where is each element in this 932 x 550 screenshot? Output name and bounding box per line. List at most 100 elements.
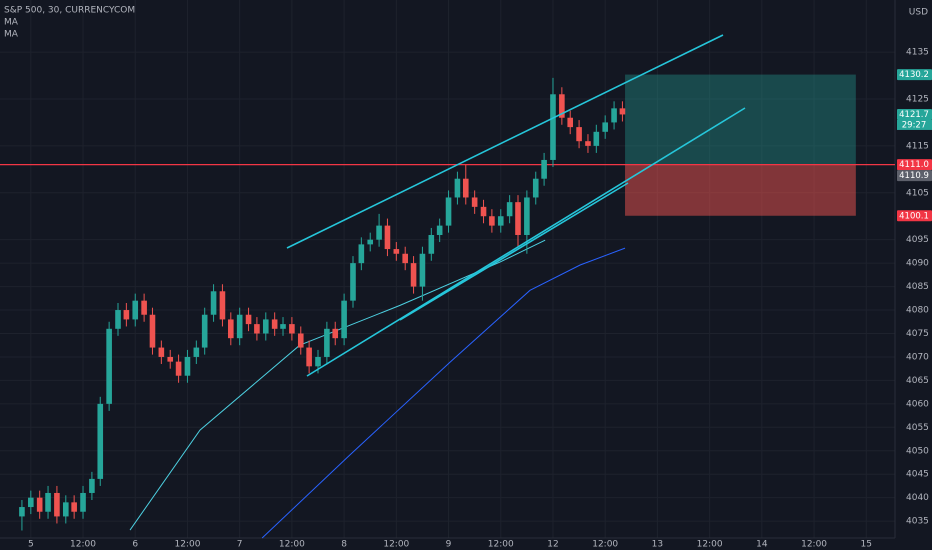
x-tick-label: 7 — [237, 540, 243, 550]
candle-body — [602, 122, 608, 132]
y-tick-label: 4095 — [906, 235, 929, 245]
candle-body — [193, 347, 200, 357]
candle-body — [585, 141, 591, 146]
candle-body — [480, 206, 487, 217]
candle-body — [297, 333, 304, 348]
y-tick-label: 4065 — [906, 376, 929, 386]
candle-body — [445, 197, 452, 226]
y-tick-label: 4035 — [906, 517, 929, 527]
candle-body — [419, 253, 426, 287]
y-tick-label: 4050 — [906, 446, 929, 456]
candle-body — [324, 328, 330, 357]
candle-body — [410, 263, 417, 287]
candle-body — [54, 492, 60, 517]
x-tick-label: 15 — [861, 540, 872, 550]
y-tick-label: 4040 — [906, 493, 929, 503]
candle-body — [436, 225, 443, 235]
y-tick-label: 4115 — [906, 141, 929, 151]
x-tick-label: 12 — [547, 540, 558, 550]
candle-body — [619, 108, 626, 115]
candle-body — [254, 324, 260, 334]
candle-body — [428, 234, 435, 254]
x-tick-label: 12:00 — [592, 540, 618, 550]
candle-body — [236, 314, 243, 339]
candle-body — [289, 324, 295, 334]
candle-body — [141, 300, 147, 315]
symbol-title: S&P 500, 30, CURRENCYCOM — [4, 6, 135, 16]
price-label-box — [897, 170, 932, 182]
candle-body — [611, 108, 617, 123]
candle-body — [71, 502, 77, 512]
x-tick-label: 8 — [341, 540, 347, 550]
y-tick-label: 4055 — [906, 423, 929, 433]
candle-body — [376, 225, 382, 240]
moving-average — [261, 247, 626, 539]
candle-body — [115, 310, 121, 329]
candle-body — [149, 314, 156, 348]
y-tick-label: 4080 — [906, 306, 929, 316]
candle-body — [506, 202, 513, 217]
indicator-label: MA — [4, 30, 19, 40]
candle-body — [123, 310, 130, 320]
candle-body — [515, 202, 521, 235]
candle-body — [402, 253, 409, 264]
candle-body — [541, 159, 547, 179]
price-label: 4110.9 — [899, 171, 929, 181]
x-tick-label: 13 — [652, 540, 663, 550]
countdown-box — [897, 119, 932, 130]
currency-label: USD — [909, 8, 928, 18]
candle-body — [489, 216, 495, 226]
candle-body — [315, 356, 321, 367]
candle-body — [158, 347, 165, 357]
y-tick-label: 4090 — [906, 259, 929, 269]
candle-body — [28, 497, 34, 508]
candle-body — [184, 356, 191, 376]
loss-zone — [625, 164, 856, 216]
candle-body — [245, 314, 252, 325]
candle-body — [462, 178, 469, 198]
candle-body — [19, 507, 25, 517]
candle-body — [384, 225, 391, 250]
candle-body — [358, 244, 365, 264]
trendline — [286, 34, 724, 249]
candle-body — [45, 492, 51, 512]
x-tick-label: 12:00 — [279, 540, 305, 550]
candle-body — [306, 347, 312, 367]
x-tick-label: 6 — [132, 540, 138, 550]
indicator-label: MA — [4, 18, 19, 28]
countdown: 29:27 — [902, 120, 927, 130]
trendline — [306, 107, 746, 377]
x-tick-label: 12:00 — [488, 540, 514, 550]
candle-body — [576, 127, 582, 142]
candle-body — [201, 314, 208, 348]
candle-body — [524, 197, 530, 235]
candle-body — [106, 328, 112, 404]
price-label-box — [897, 69, 932, 81]
x-tick-label: 12:00 — [697, 540, 723, 550]
price-label-box — [897, 159, 932, 171]
price-label: 4121.7 — [899, 110, 929, 120]
y-tick-label: 4125 — [906, 94, 929, 104]
trendlines — [286, 34, 746, 377]
candle-body — [471, 197, 478, 207]
price-label: 4100.1 — [899, 211, 929, 221]
candle-body — [89, 478, 95, 493]
candle-body — [332, 328, 339, 339]
candle-body — [454, 178, 461, 198]
candle-body — [271, 319, 278, 329]
candle-body — [175, 361, 182, 376]
price-label: 4130.2 — [899, 70, 929, 80]
candle-body — [219, 291, 226, 320]
x-tick-label: 14 — [756, 540, 768, 550]
y-tick-label: 4070 — [906, 352, 929, 362]
y-tick-label: 4135 — [906, 48, 929, 58]
candle-body — [132, 300, 139, 320]
candle-body — [97, 403, 104, 479]
candle-body — [567, 117, 574, 128]
moving-average — [129, 239, 546, 531]
candle-body — [210, 291, 217, 315]
candle-body — [593, 131, 600, 146]
x-tick-label: 12:00 — [383, 540, 409, 550]
y-tick-label: 4085 — [906, 282, 929, 292]
